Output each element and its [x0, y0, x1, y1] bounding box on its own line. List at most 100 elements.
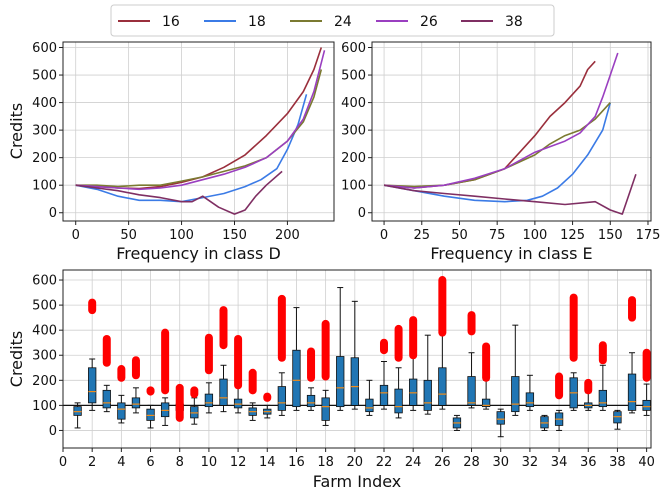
b-xtick-label: 38 [609, 455, 626, 470]
e-ytick-label: 400 [341, 96, 366, 111]
box-farm-20 [350, 300, 359, 410]
outlier-band [584, 378, 593, 395]
outlier-band [394, 324, 403, 362]
box-farm-24 [409, 316, 418, 411]
e-xtick-label: 125 [560, 228, 585, 243]
box-farm-5 [131, 356, 141, 414]
panel-class-d: 0 50 100 150 200 0 100 200 300 400 500 600 Frequen… [7, 41, 335, 263]
legend-label-24: 24 [334, 14, 352, 30]
e-series-38 [383, 173, 637, 215]
e-xtick-label: 0 [380, 228, 388, 243]
e-ytick-label: 0 [358, 206, 366, 221]
box-farm-8 [175, 383, 184, 422]
e-xtick-label: 25 [413, 228, 430, 243]
box-iqr [277, 386, 287, 411]
box-iqr [336, 356, 345, 408]
box-iqr [365, 398, 374, 413]
box-iqr [481, 398, 491, 408]
e-xtick-label: 175 [636, 228, 661, 243]
legend: 16 18 24 26 38 [110, 4, 555, 37]
box-iqr [88, 367, 97, 404]
box-farm-6 [146, 386, 155, 429]
d-ytick-label: 600 [32, 41, 57, 56]
box-iqr [642, 399, 651, 411]
b-xtick-label: 16 [288, 455, 305, 470]
b-xtick-label: 12 [230, 455, 247, 470]
legend-label-26: 26 [420, 14, 438, 30]
box-iqr [540, 416, 549, 429]
box-iqr [146, 408, 155, 421]
legend-label-38: 38 [505, 14, 523, 30]
outlier-band [161, 328, 170, 395]
box-farm-40 [642, 348, 651, 416]
b-xtick-label: 24 [405, 455, 422, 470]
legend-label-16: 16 [162, 14, 180, 30]
box-farm-12 [233, 334, 243, 414]
b-xtick-label: 36 [580, 455, 597, 470]
b-ytick-label: 600 [32, 274, 57, 289]
b-ytick-label: 100 [32, 399, 57, 414]
box-iqr [190, 406, 199, 419]
box-iqr [379, 384, 389, 406]
box-farm-3 [102, 334, 111, 413]
box-farm-25 [423, 334, 432, 415]
e-xtick-label: 50 [451, 228, 468, 243]
box-farm-17 [306, 347, 316, 411]
box-iqr [350, 357, 359, 406]
box-farm-2 [88, 298, 97, 411]
b-xtick-label: 34 [551, 455, 568, 470]
b-xtick-label: 8 [176, 455, 184, 470]
box-iqr [160, 402, 170, 418]
d-xtick-label: 0 [72, 228, 80, 243]
box-iqr [131, 397, 141, 409]
box-iqr [321, 397, 330, 421]
box-farm-1 [73, 402, 82, 429]
b-xtick-label: 10 [201, 455, 218, 470]
outlier-band [190, 386, 199, 399]
box-farm-35 [569, 293, 578, 411]
b-xtick-label: 32 [522, 455, 539, 470]
b-xtick-label: 2 [88, 455, 96, 470]
box-iqr [306, 394, 316, 408]
d-series-24 [75, 69, 323, 188]
box-iqr [467, 376, 476, 406]
e-ytick-label: 100 [341, 179, 366, 194]
panel-box-frame [62, 269, 652, 449]
b-xtick-label: 0 [59, 455, 67, 470]
box-farm-33 [540, 414, 549, 431]
box-farm-28 [467, 311, 476, 409]
box-farm-21 [365, 379, 374, 416]
box-iqr [438, 367, 447, 406]
panel-d-ylabel: Credits [7, 103, 26, 159]
box-farm-27 [452, 414, 462, 431]
e-xtick-label: 100 [522, 228, 547, 243]
box-farm-7 [160, 328, 170, 426]
outlier-band [409, 316, 418, 360]
box-farm-32 [525, 374, 535, 411]
box-iqr [511, 376, 520, 413]
box-iqr [292, 349, 301, 408]
b-xtick-label: 26 [434, 455, 451, 470]
b-xtick-label: 30 [492, 455, 509, 470]
b-ytick-label: 0 [49, 424, 57, 439]
d-ytick-label: 400 [32, 96, 57, 111]
b-xtick-label: 28 [463, 455, 480, 470]
d-series-18 [75, 94, 308, 203]
box-farm-19 [336, 287, 345, 411]
b-xtick-label: 4 [117, 455, 125, 470]
e-series-18 [383, 102, 612, 203]
box-farm-30 [496, 408, 505, 438]
d-xtick-label: 100 [169, 228, 194, 243]
outlier-band [146, 386, 155, 396]
b-xtick-label: 18 [317, 455, 334, 470]
e-ytick-label: 200 [341, 151, 366, 166]
b-ytick-label: 500 [32, 299, 57, 314]
outlier-band [175, 383, 184, 422]
panel-class-e: 0 25 50 75 100 125 150 175 0100200300400500600 … [341, 41, 660, 263]
box-farm-39 [627, 296, 637, 414]
outlier-band [628, 296, 637, 322]
b-xtick-label: 14 [259, 455, 276, 470]
outlier-band [248, 368, 257, 395]
d-ytick-label: 0 [49, 206, 57, 221]
